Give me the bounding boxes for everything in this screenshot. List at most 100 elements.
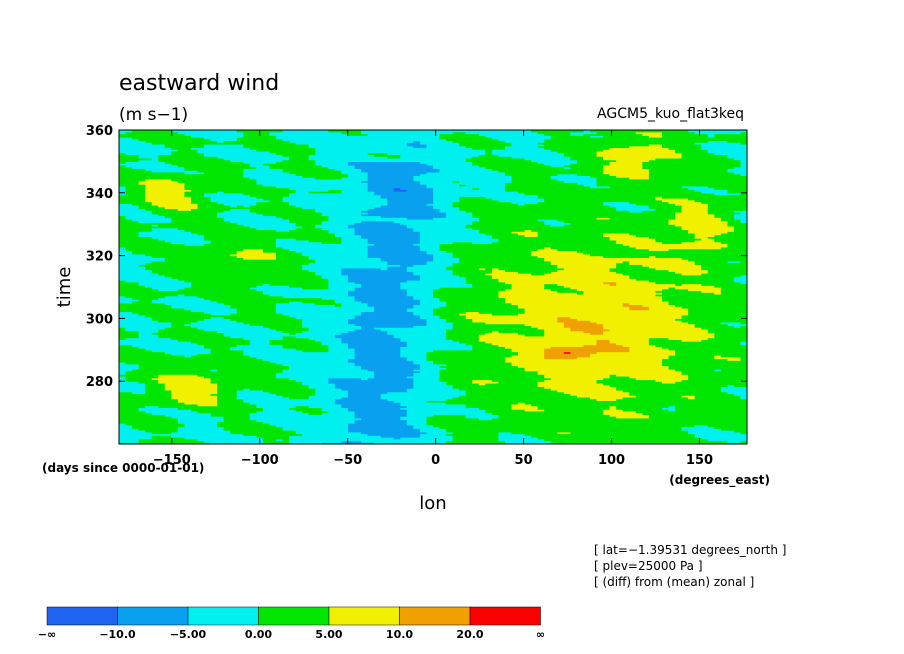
heatmap-cell: [583, 130, 591, 133]
heatmap-cell: [184, 191, 218, 194]
x-tick-label: 0: [431, 453, 440, 468]
heatmap-cell: [119, 313, 140, 316]
heatmap-cell: [419, 428, 447, 431]
heatmap-cell: [119, 142, 153, 145]
heatmap-cell: [498, 292, 578, 295]
heatmap-cell: [661, 407, 676, 410]
heatmap-cell: [419, 430, 447, 433]
heatmap-cell: [171, 152, 205, 156]
heatmap-cell: [688, 430, 735, 433]
heatmap-cell: [217, 368, 284, 372]
heatmap-cell: [119, 220, 140, 224]
heatmap-cell: [289, 367, 362, 370]
heatmap-cell: [740, 281, 747, 285]
heatmap-cell: [681, 372, 747, 375]
heatmap-cell: [243, 205, 251, 208]
heatmap-cell: [426, 356, 506, 360]
heatmap-cell: [465, 405, 513, 408]
heatmap-cell: [321, 276, 349, 279]
heatmap-cell: [616, 281, 657, 285]
heatmap-cell: [701, 143, 747, 147]
heatmap-cell: [367, 184, 428, 187]
heatmap-cell: [675, 149, 709, 152]
heatmap-cell: [177, 208, 192, 211]
heatmap-cell: [661, 135, 709, 138]
heatmap-cell: [119, 344, 133, 347]
heatmap-cell: [204, 328, 277, 332]
heatmap-cell: [583, 133, 643, 136]
heatmap-cell: [413, 374, 441, 377]
heatmap-cell: [125, 164, 179, 168]
heatmap-cell: [616, 159, 650, 162]
heatmap-cell: [119, 262, 146, 265]
heatmap-cell: [236, 136, 277, 140]
heatmap-cell: [354, 355, 401, 358]
heatmap-cell: [485, 341, 598, 344]
heatmap-cell: [184, 185, 277, 189]
heatmap-cell: [446, 363, 513, 367]
heatmap-cell: [400, 355, 428, 358]
heatmap-cell: [380, 328, 447, 332]
heatmap-cell: [675, 368, 715, 372]
heatmap-cell: [603, 327, 702, 330]
heatmap-cell: [727, 156, 747, 159]
heatmap-cell: [236, 393, 277, 396]
heatmap-cell: [119, 328, 127, 332]
heatmap-cell: [504, 269, 558, 272]
heatmap-cell: [177, 180, 257, 183]
heatmap-cell: [354, 353, 401, 356]
heatmap-cell: [694, 131, 742, 135]
heatmap-cell: [465, 145, 506, 149]
heatmap-cell: [289, 332, 297, 335]
heatmap-cell: [119, 246, 127, 250]
heatmap-cell: [504, 187, 689, 190]
heatmap-cell: [145, 185, 186, 189]
heatmap-cell: [740, 173, 747, 176]
heatmap-cell: [289, 192, 375, 196]
heatmap-cell: [302, 225, 316, 229]
heatmap-cell: [714, 152, 747, 156]
heatmap-cell: [145, 266, 303, 269]
heatmap-cell: [256, 435, 290, 438]
heatmap-cell: [125, 423, 186, 426]
heatmap-cell: [171, 147, 192, 150]
heatmap-cell: [446, 367, 526, 370]
heatmap-cell: [197, 438, 264, 442]
heatmap-cell: [648, 248, 670, 251]
heatmap-cell: [504, 356, 545, 360]
heatmap-cell: [119, 159, 140, 162]
heatmap-cell: [125, 372, 277, 375]
heatmap-cell: [302, 318, 349, 321]
heatmap-cell: [419, 245, 441, 248]
heatmap-cell: [452, 271, 493, 274]
heatmap-cell: [524, 409, 545, 412]
heatmap-cell: [590, 130, 689, 133]
heatmap-cell: [354, 414, 408, 417]
heatmap-cell: [315, 259, 382, 262]
heatmap-cell: [439, 368, 526, 372]
heatmap-cell: [308, 191, 343, 194]
heatmap-cell: [655, 267, 702, 271]
heatmap-cell: [609, 269, 670, 272]
heatmap-cell: [419, 367, 447, 370]
heatmap-cell: [701, 145, 747, 149]
heatmap-cell: [184, 424, 218, 428]
heatmap-cell: [433, 198, 460, 201]
heatmap-cell: [184, 168, 244, 171]
heatmap-cell: [282, 395, 310, 398]
heatmap-cell: [361, 220, 395, 224]
heatmap-cell: [289, 437, 395, 440]
heatmap-cell: [269, 391, 316, 395]
heatmap-cell: [681, 379, 747, 382]
heatmap-cell: [707, 337, 747, 340]
heatmap-cell: [302, 325, 362, 328]
heatmap-cell: [563, 164, 604, 168]
heatmap-cell: [145, 391, 172, 395]
heatmap-cell: [119, 136, 133, 140]
heatmap-cell: [465, 278, 500, 281]
heatmap-cell: [158, 379, 212, 382]
heatmap-cell: [563, 285, 715, 288]
heatmap-cell: [642, 166, 735, 169]
heatmap-cell: [419, 278, 467, 281]
heatmap-cell: [119, 180, 140, 183]
